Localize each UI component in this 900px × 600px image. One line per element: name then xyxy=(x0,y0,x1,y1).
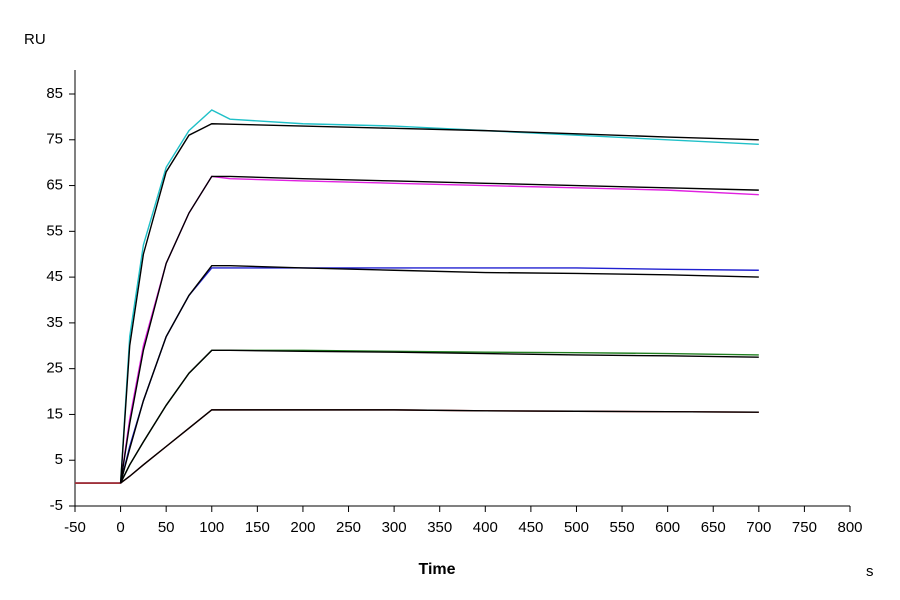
x-tick-label: 600 xyxy=(655,519,680,536)
x-tick-label: 150 xyxy=(245,519,270,536)
sensorgram-line xyxy=(75,349,759,484)
x-tick-label: 550 xyxy=(610,519,635,536)
sensorgram-line xyxy=(120,409,759,484)
x-tick-label: 50 xyxy=(158,519,175,536)
x-tick-label: 200 xyxy=(290,519,315,536)
y-tick-label: 45 xyxy=(46,268,63,285)
x-tick-label: 100 xyxy=(199,519,224,536)
x-tick-label: 350 xyxy=(427,519,452,536)
x-axis-label: Time xyxy=(418,561,455,578)
y-tick-label: 35 xyxy=(46,314,63,331)
y-tick-label: 5 xyxy=(55,451,63,468)
x-tick-label: 650 xyxy=(701,519,726,536)
x-tick-label: -50 xyxy=(64,519,86,536)
sensorgram-line xyxy=(75,267,759,484)
y-tick-label: 55 xyxy=(46,222,63,239)
sensorgram-line xyxy=(75,409,759,484)
sensorgram-line xyxy=(119,123,759,484)
x-tick-label: 500 xyxy=(564,519,589,536)
y-tick-label: 65 xyxy=(46,177,63,194)
y-tick-label: 75 xyxy=(46,131,63,148)
x-tick-label: 0 xyxy=(116,519,124,536)
x-tick-label: 750 xyxy=(792,519,817,536)
y-tick-label: 15 xyxy=(46,405,63,422)
sensorgram-line xyxy=(119,349,759,484)
x-tick-label: 700 xyxy=(746,519,771,536)
y-tick-label: 85 xyxy=(46,85,63,102)
sensorgram-line xyxy=(119,264,759,484)
x-tick-label: 800 xyxy=(837,519,862,536)
x-tick-label: 400 xyxy=(473,519,498,536)
sensorgram-line xyxy=(119,175,759,484)
sensorgram-line xyxy=(75,109,759,484)
x-tick-label: 450 xyxy=(518,519,543,536)
x-unit-label: s xyxy=(866,563,874,580)
x-tick-label: 250 xyxy=(336,519,361,536)
x-tick-label: 300 xyxy=(382,519,407,536)
y-tick-label: 25 xyxy=(46,360,63,377)
y-tick-label: -5 xyxy=(50,497,63,514)
y-axis-label: RU xyxy=(24,31,46,48)
